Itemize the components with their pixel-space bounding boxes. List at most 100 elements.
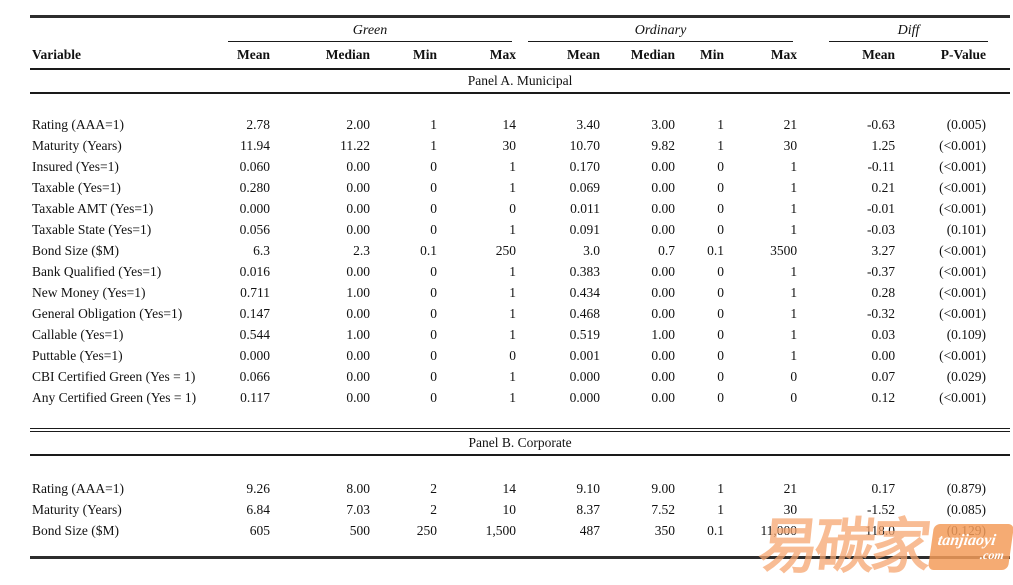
cell-value: 0 (717, 221, 725, 237)
cell-value: 3.27 (871, 242, 896, 258)
group-diff: Diff (801, 15, 1011, 42)
panel-a-title: Panel A. Municipal (30, 69, 1011, 94)
cell-value: 1 (790, 263, 798, 279)
cell-value: 0 (717, 326, 725, 342)
row-label: Puttable (Yes=1) (32, 347, 123, 363)
cell-value: 1 (790, 200, 798, 216)
row-label: Taxable State (Yes=1) (32, 221, 152, 237)
cell-value: 1 (717, 501, 725, 517)
cell-value: 0.00 (651, 389, 676, 405)
cell-value: 1 (509, 326, 517, 342)
cell-value: 0.00 (346, 368, 370, 384)
row-label: Any Certified Green (Yes = 1) (32, 389, 197, 405)
cell-value: 0.28 (871, 284, 896, 300)
col-header-green-mean: Mean (220, 42, 274, 70)
col-header-diff-pvalue: P-Value (899, 42, 1011, 70)
cell-value: 1 (717, 116, 725, 132)
cell-value: 0 (717, 368, 725, 384)
spacer (30, 93, 1010, 114)
cell-value: (<0.001) (939, 284, 987, 300)
cell-value: 0 (790, 389, 798, 405)
col-header-variable: Variable (30, 42, 220, 70)
cell-value: 0.000 (569, 368, 601, 384)
cell-value: 0 (509, 200, 517, 216)
cell-value: -0.11 (867, 158, 896, 174)
cell-value: -0.37 (866, 263, 896, 279)
cell-value: 0.00 (346, 200, 370, 216)
spacer (30, 541, 1010, 558)
cell-value: 1 (509, 158, 517, 174)
cell-value: 1 (790, 305, 798, 321)
cell-value: 1 (717, 480, 725, 496)
cell-value: 3.0 (583, 242, 601, 258)
cell-value: 9.00 (651, 480, 676, 496)
col-header-ordinary-mean: Mean (520, 42, 605, 70)
cell-value: 1 (717, 137, 725, 153)
cell-value: 0.434 (569, 284, 601, 300)
cell-value: 250 (495, 242, 517, 258)
cell-value: 1 (790, 179, 798, 195)
row-label: Rating (AAA=1) (32, 480, 124, 496)
cell-value: 1 (509, 179, 517, 195)
cell-value: 0 (430, 158, 437, 174)
row-label: Bond Size ($M) (32, 522, 119, 538)
cell-value: 250 (416, 522, 437, 538)
cell-value: -1.52 (866, 501, 896, 517)
cell-value: -0.63 (866, 116, 896, 132)
table-row: Maturity (Years) 11.94 11.22 1 30 10.70 9.82 1 3… (30, 135, 1010, 156)
cell-value: 0.00 (651, 284, 676, 300)
cell-value: 0.016 (239, 263, 270, 279)
cell-value: 0.056 (239, 221, 270, 237)
cell-value: 0 (717, 179, 725, 195)
table-row: Insured (Yes=1) 0.060 0.00 0 1 0.170 0.00 0 1 -0.… (30, 156, 1010, 177)
cell-value: 0.000 (569, 389, 601, 405)
cell-value: 0.383 (569, 263, 601, 279)
panel-a-rows: Rating (AAA=1) 2.78 2.00 1 14 3.40 3.00 1 21 -0.6… (30, 114, 1010, 408)
cell-value: 0.280 (239, 179, 270, 195)
panel-b-title-row: Panel B. Corporate (30, 431, 1011, 456)
row-label: Rating (AAA=1) (32, 116, 124, 132)
cell-value: 350 (654, 522, 676, 538)
cell-value: (<0.001) (939, 305, 987, 321)
cell-value: 1 (509, 221, 517, 237)
row-label: Bank Qualified (Yes=1) (32, 263, 162, 279)
cell-value: 0.147 (239, 305, 270, 321)
table-row: Bank Qualified (Yes=1) 0.016 0.00 0 1 0.383 0.… (30, 261, 1010, 282)
cell-value: 1 (509, 368, 517, 384)
cell-value: (0.129) (946, 522, 987, 538)
cell-value: (<0.001) (939, 158, 987, 174)
cell-value: 0.00 (651, 200, 676, 216)
cell-value: 0.519 (569, 326, 601, 342)
cell-value: 3.40 (576, 116, 601, 132)
cell-value: 0.00 (346, 389, 370, 405)
cell-value: 0.12 (871, 389, 896, 405)
cell-value: 0 (430, 179, 437, 195)
table-row: Any Certified Green (Yes = 1) 0.117 0.00 0 1… (30, 387, 1010, 408)
cell-value: 21 (783, 480, 798, 496)
table-row: Taxable State (Yes=1) 0.056 0.00 0 1 0.091 0.0… (30, 219, 1010, 240)
cell-value: 1 (790, 284, 798, 300)
cell-value: 0.069 (569, 179, 601, 195)
cell-value: 6.84 (246, 501, 270, 517)
cell-value: (<0.001) (939, 137, 987, 153)
cell-value: 0.03 (871, 326, 896, 342)
cell-value: 0.1 (420, 242, 437, 258)
cell-value: 1.00 (346, 284, 370, 300)
table-row: Bond Size ($M) 605 500 250 1,500 487 350 0.1 11,… (30, 520, 1010, 541)
cell-value: 9.26 (246, 480, 270, 496)
cell-value: 0.07 (871, 368, 896, 384)
table-row: Rating (AAA=1) 2.78 2.00 1 14 3.40 3.00 1 21 -0.6… (30, 114, 1010, 135)
row-label: Maturity (Years) (32, 501, 122, 517)
row-label: Insured (Yes=1) (32, 158, 119, 174)
cell-value: (0.005) (946, 116, 987, 132)
cell-value: 0.00 (651, 158, 676, 174)
cell-value: 9.82 (651, 137, 676, 153)
group-ordinary-label: Ordinary (528, 23, 794, 42)
cell-value: 0.00 (346, 179, 370, 195)
cell-value: 7.52 (651, 501, 676, 517)
cell-value: (0.109) (946, 326, 987, 342)
cell-value: 7.03 (346, 501, 370, 517)
cell-value: 0.091 (569, 221, 601, 237)
cell-value: 0.000 (239, 347, 270, 363)
cell-value: 500 (349, 522, 370, 538)
